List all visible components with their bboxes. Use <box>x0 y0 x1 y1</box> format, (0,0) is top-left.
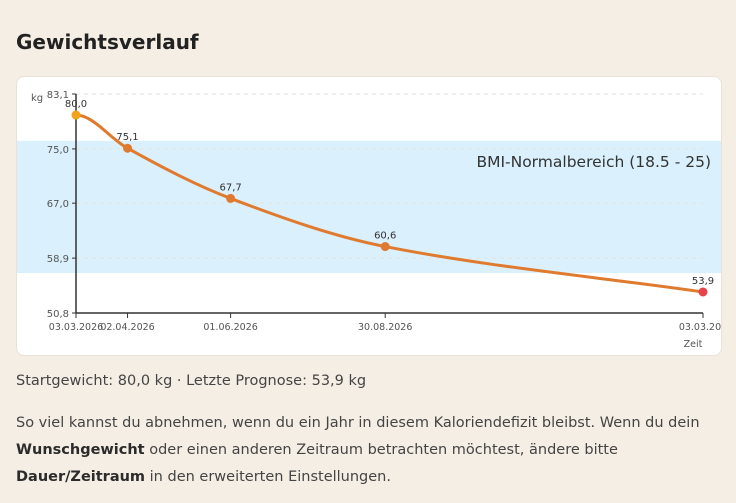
y-tick-label: 50,8 <box>47 309 69 320</box>
desc-bold-wunschgewicht: Wunschgewicht <box>16 442 145 458</box>
data-label: 75,1 <box>116 132 138 143</box>
page-title: Gewichtsverlauf <box>16 30 199 54</box>
data-label: 67,7 <box>219 182 241 193</box>
bmi-band-label: BMI-Normalbereich (18.5 - 25) <box>476 153 711 171</box>
data-label: 60,6 <box>374 231 396 242</box>
y-tick-label: 83,1 <box>47 90 69 101</box>
desc-part1: So viel kannst du abnehmen, wenn du ein … <box>16 415 700 431</box>
data-label: 80,0 <box>65 99 87 110</box>
data-point <box>698 287 708 297</box>
bmi-band <box>17 140 721 273</box>
weight-chart: BMI-Normalbereich (18.5 - 25) 83,1 75,0 67,… <box>17 90 721 350</box>
x-axis-label: Zeit <box>684 339 703 350</box>
x-tick-label: 03.03.2026 <box>49 322 103 333</box>
weight-summary: Startgewicht: 80,0 kg · Letzte Prognose:… <box>16 373 367 389</box>
y-tick-label: 67,0 <box>47 199 69 210</box>
data-point <box>380 242 390 252</box>
weight-chart-card: BMI-Normalbereich (18.5 - 25) 83,1 75,0 67,… <box>16 76 722 356</box>
x-tick-label: 30.08.2026 <box>358 322 412 333</box>
y-tick-label: 75,0 <box>47 145 69 156</box>
y-tick-label: 58,9 <box>47 254 69 265</box>
data-point <box>71 110 81 120</box>
description: So viel kannst du abnehmen, wenn du ein … <box>16 410 716 491</box>
data-point <box>123 143 133 153</box>
x-tick-label: 03.03.202 <box>679 322 721 333</box>
x-tick-label: 02.04.2026 <box>100 322 154 333</box>
desc-part2: oder einen anderen Zeitraum betrachten m… <box>144 442 618 458</box>
data-point <box>226 193 236 203</box>
desc-part3: in den erweiterten Einstellungen. <box>145 469 391 485</box>
x-tick-label: 01.06.2026 <box>203 322 257 333</box>
data-label: 53,9 <box>692 276 714 287</box>
desc-bold-dauer: Dauer/Zeitraum <box>16 469 146 485</box>
y-axis-label: kg <box>31 93 43 104</box>
